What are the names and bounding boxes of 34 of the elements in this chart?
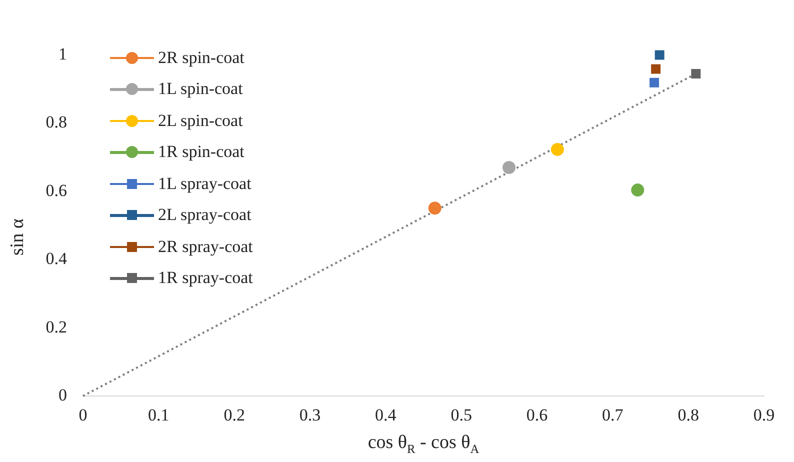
legend-label: 2L spray-coat bbox=[158, 205, 252, 226]
y-tick-label: 0.2 bbox=[46, 317, 67, 336]
x-axis-title: cos θ$_{R}$ - cos θ$_{A}$ bbox=[366, 432, 480, 457]
point bbox=[651, 64, 661, 74]
point bbox=[502, 161, 516, 174]
y-tick-label: 0.6 bbox=[46, 180, 67, 200]
point bbox=[428, 202, 442, 215]
x-tick-label: 0 bbox=[78, 406, 88, 425]
point bbox=[550, 142, 564, 156]
legend-label: 1L spin-coat bbox=[158, 79, 243, 100]
x-tick-label: 0.4 bbox=[375, 406, 397, 425]
y-tick-label: 1 bbox=[58, 44, 67, 64]
point bbox=[691, 69, 701, 78]
legend-label: 2R spray-coat bbox=[158, 236, 253, 257]
x-tick-label: 0.2 bbox=[224, 406, 245, 425]
x-tick-label: 0.5 bbox=[450, 406, 472, 425]
y-tick-label: 0 bbox=[58, 385, 67, 404]
x-tick-label: 0.8 bbox=[678, 406, 699, 425]
point bbox=[654, 50, 664, 60]
y-tick-label: 0.8 bbox=[46, 112, 67, 132]
x-tick-label: 0.1 bbox=[148, 406, 170, 425]
y-axis-title: sin α bbox=[7, 218, 29, 258]
legend-label: 1L spray-coat bbox=[158, 174, 252, 194]
x-tick-label: 0.9 bbox=[753, 406, 775, 425]
x-tick-label: 0.3 bbox=[299, 406, 321, 425]
point bbox=[650, 78, 660, 88]
y-tick-label: 0.4 bbox=[46, 249, 68, 268]
point bbox=[631, 184, 644, 197]
legend-label: 1R spin-coat bbox=[158, 142, 244, 162]
legend-label: 1R spray-coat bbox=[158, 268, 253, 288]
x-tick-label: 0.6 bbox=[526, 406, 548, 425]
legend-label: 2L spin-coat bbox=[158, 110, 243, 131]
x-tick-label: 0.7 bbox=[602, 406, 624, 425]
legend-label: 2R spin-coat bbox=[158, 48, 244, 68]
